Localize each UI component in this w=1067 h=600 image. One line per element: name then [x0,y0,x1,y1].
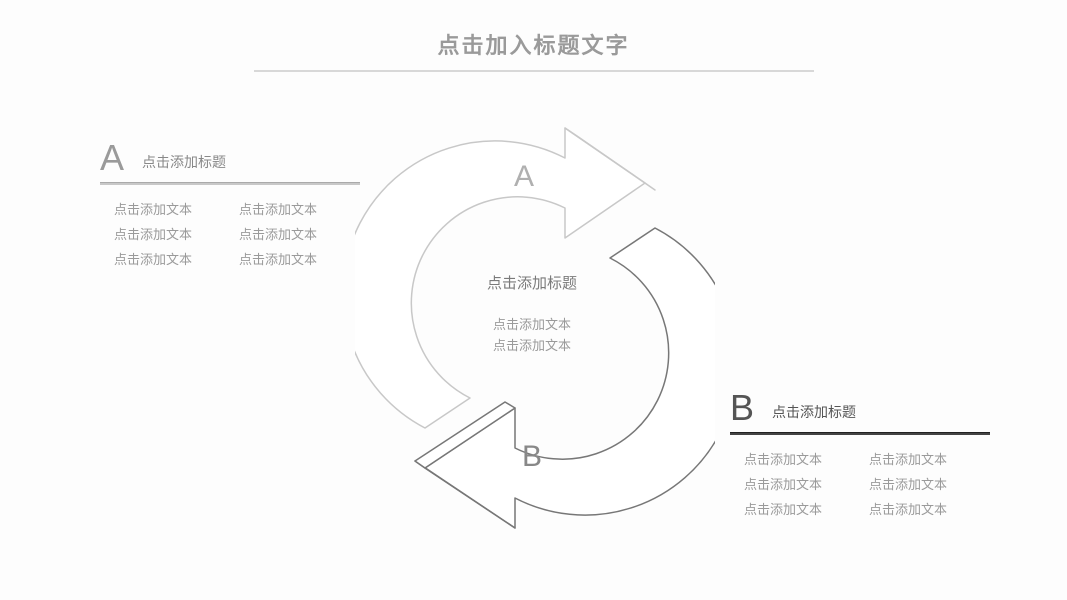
center-line-1[interactable]: 点击添加文本 [432,315,632,336]
panel-b-letter: B [730,390,754,426]
panel-b-divider [730,432,990,435]
panel-b-item[interactable]: 点击添加文本 [869,499,976,518]
panel-a-item[interactable]: 点击添加文本 [114,224,221,243]
panel-b: B 点击添加标题 点击添加文本 点击添加文本 点击添加文本 点击添加文本 点击添… [730,390,990,518]
panel-a: A 点击添加标题 点击添加文本 点击添加文本 点击添加文本 点击添加文本 点击添… [100,140,360,268]
title-block: 点击加入标题文字 [0,28,1067,72]
panel-a-letter: A [100,140,124,176]
panel-a-item[interactable]: 点击添加文本 [239,224,346,243]
arrow-a-letter: A [514,160,534,194]
panel-b-item[interactable]: 点击添加文本 [869,474,976,493]
panel-b-header: B 点击添加标题 [730,390,990,432]
panel-a-item[interactable]: 点击添加文本 [114,199,221,218]
panel-a-item[interactable]: 点击添加文本 [239,249,346,268]
panel-b-item[interactable]: 点击添加文本 [744,474,851,493]
panel-b-item[interactable]: 点击添加文本 [744,449,851,468]
panel-a-header: A 点击添加标题 [100,140,360,182]
panel-b-body: 点击添加文本 点击添加文本 点击添加文本 点击添加文本 点击添加文本 点击添加文… [730,449,990,518]
page-title[interactable]: 点击加入标题文字 [0,28,1067,60]
title-underline [254,70,814,72]
panel-a-body: 点击添加文本 点击添加文本 点击添加文本 点击添加文本 点击添加文本 点击添加文… [100,199,360,268]
center-line-2[interactable]: 点击添加文本 [432,336,632,357]
panel-a-item[interactable]: 点击添加文本 [114,249,221,268]
arrow-b-letter: B [522,440,542,474]
panel-b-item[interactable]: 点击添加文本 [869,449,976,468]
panel-a-item[interactable]: 点击添加文本 [239,199,346,218]
panel-a-divider [100,182,360,185]
panel-b-subtitle[interactable]: 点击添加标题 [772,402,856,426]
panel-b-item[interactable]: 点击添加文本 [744,499,851,518]
panel-a-subtitle[interactable]: 点击添加标题 [142,152,226,176]
center-block: 点击添加标题 点击添加文本 点击添加文本 [432,272,632,357]
center-title[interactable]: 点击添加标题 [432,272,632,293]
